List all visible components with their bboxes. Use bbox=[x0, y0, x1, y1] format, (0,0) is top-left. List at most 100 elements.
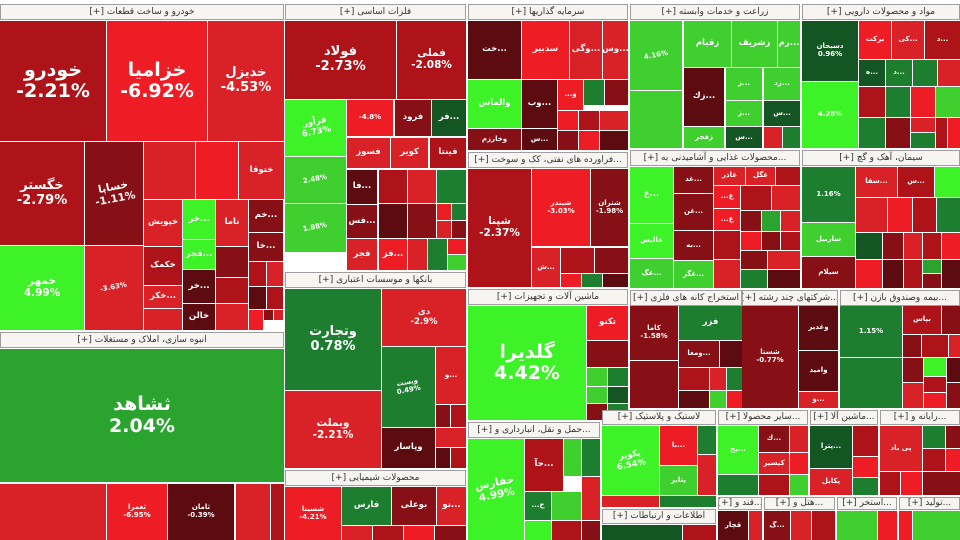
stock-tile[interactable] bbox=[741, 211, 761, 231]
stock-tile[interactable]: خديزل -4.53% bbox=[208, 21, 284, 141]
stock-tile[interactable] bbox=[781, 211, 800, 231]
stock-tile[interactable]: فینتا bbox=[430, 138, 466, 168]
sector-header-other-products[interactable]: ...سایر محصولا [+] bbox=[718, 410, 808, 425]
stock-tile[interactable] bbox=[451, 405, 466, 427]
stock-tile[interactable]: ...وس bbox=[603, 21, 628, 79]
stock-tile[interactable] bbox=[948, 118, 960, 148]
stock-tile[interactable] bbox=[679, 368, 709, 390]
stock-tile[interactable]: ...د bbox=[886, 60, 912, 86]
stock-tile[interactable]: ناما bbox=[216, 200, 248, 246]
stock-tile[interactable]: کویر bbox=[391, 138, 428, 168]
sector-header-insurance[interactable]: ...بیمه وصندوق بازن [+] bbox=[840, 290, 960, 306]
stock-tile[interactable] bbox=[264, 310, 273, 320]
stock-tile[interactable] bbox=[379, 170, 407, 203]
stock-tile[interactable] bbox=[791, 511, 811, 540]
stock-tile[interactable] bbox=[608, 387, 628, 403]
stock-tile[interactable]: خودرو -2.21% bbox=[0, 21, 106, 141]
stock-tile[interactable]: ...خا bbox=[249, 233, 283, 261]
stock-tile[interactable] bbox=[924, 377, 946, 392]
stock-tile[interactable]: ...س bbox=[764, 101, 800, 126]
stock-tile[interactable] bbox=[924, 393, 946, 408]
stock-tile[interactable] bbox=[404, 526, 434, 540]
stock-tile[interactable]: کاما -1.58% bbox=[630, 306, 678, 360]
stock-tile[interactable] bbox=[923, 233, 941, 259]
stock-tile[interactable] bbox=[144, 309, 182, 330]
stock-tile[interactable]: ...حآ bbox=[525, 439, 563, 491]
stock-tile[interactable] bbox=[949, 335, 960, 357]
stock-tile[interactable]: کیسیر bbox=[759, 453, 789, 474]
stock-tile[interactable] bbox=[196, 142, 238, 199]
stock-tile[interactable] bbox=[448, 255, 466, 270]
stock-tile[interactable] bbox=[856, 233, 882, 259]
stock-tile[interactable] bbox=[595, 248, 628, 273]
stock-tile[interactable] bbox=[451, 448, 466, 468]
stock-tile[interactable] bbox=[0, 484, 106, 540]
stock-tile[interactable]: ...ز bbox=[726, 68, 762, 100]
stock-tile[interactable]: ع... bbox=[714, 209, 740, 230]
stock-tile[interactable] bbox=[947, 358, 960, 382]
stock-tile[interactable]: ...نو bbox=[437, 487, 466, 525]
stock-tile[interactable] bbox=[911, 133, 935, 148]
stock-tile[interactable] bbox=[660, 496, 716, 507]
stock-tile[interactable] bbox=[428, 239, 447, 270]
stock-tile[interactable] bbox=[904, 260, 922, 288]
stock-tile[interactable]: ...خر bbox=[183, 270, 215, 303]
stock-tile[interactable]: شسینا -4.21% bbox=[285, 487, 341, 540]
stock-tile[interactable] bbox=[772, 186, 800, 210]
stock-tile[interactable] bbox=[781, 232, 800, 250]
stock-tile[interactable]: گلدیرا 4.42% bbox=[468, 306, 586, 420]
sector-header-telecom[interactable]: اطلاعات و ارتباطات [+] bbox=[602, 509, 716, 524]
stock-tile[interactable]: غگل bbox=[746, 167, 775, 185]
stock-tile[interactable]: زقیام bbox=[684, 21, 731, 67]
stock-tile[interactable] bbox=[144, 142, 195, 199]
sector-header-metal-mining[interactable]: استخراج کانه های فلزی [+] bbox=[630, 290, 742, 306]
stock-tile[interactable]: 1.88% bbox=[285, 204, 346, 252]
stock-tile[interactable] bbox=[903, 335, 921, 357]
stock-tile[interactable] bbox=[768, 270, 800, 288]
stock-tile[interactable] bbox=[587, 341, 628, 367]
stock-tile[interactable]: ثامان -0.39% bbox=[168, 484, 234, 540]
stock-tile[interactable]: ...خکر bbox=[144, 286, 182, 308]
stock-tile[interactable] bbox=[720, 341, 742, 367]
stock-tile[interactable]: ...وگی bbox=[570, 21, 602, 79]
stock-tile[interactable] bbox=[579, 111, 599, 130]
stock-tile[interactable] bbox=[853, 478, 878, 495]
stock-tile[interactable]: فرود bbox=[395, 100, 431, 136]
stock-tile[interactable] bbox=[878, 511, 897, 540]
stock-tile[interactable] bbox=[630, 91, 682, 148]
stock-tile[interactable] bbox=[582, 477, 600, 520]
stock-tile[interactable]: پتایر bbox=[660, 466, 697, 495]
stock-tile[interactable] bbox=[587, 387, 607, 403]
stock-tile[interactable] bbox=[880, 472, 900, 495]
stock-tile[interactable] bbox=[408, 170, 436, 203]
stock-tile[interactable]: فسوز bbox=[347, 138, 390, 168]
stock-tile[interactable] bbox=[903, 358, 923, 382]
stock-tile[interactable]: ...فا bbox=[347, 170, 377, 204]
stock-tile[interactable] bbox=[741, 251, 767, 269]
stock-tile[interactable]: ...زك bbox=[684, 68, 724, 126]
stock-tile[interactable] bbox=[603, 274, 628, 287]
stock-tile[interactable]: -4.8% bbox=[347, 100, 393, 136]
stock-tile[interactable] bbox=[812, 511, 835, 540]
stock-tile[interactable]: ...غد bbox=[674, 167, 713, 193]
stock-tile[interactable] bbox=[436, 448, 450, 468]
stock-tile[interactable]: والماس bbox=[468, 80, 521, 128]
stock-tile[interactable]: ...زد bbox=[764, 68, 800, 100]
stock-tile[interactable]: برکت bbox=[859, 21, 891, 59]
stock-tile[interactable]: پی باد bbox=[880, 426, 922, 471]
stock-tile[interactable]: غاذر bbox=[714, 167, 745, 185]
sector-header-sugar[interactable]: ...قند و [+] bbox=[718, 497, 762, 510]
stock-tile[interactable] bbox=[582, 274, 602, 287]
stock-tile[interactable] bbox=[558, 111, 578, 130]
stock-tile[interactable]: ...فجر bbox=[183, 240, 215, 269]
stock-tile[interactable]: ع... bbox=[714, 186, 740, 208]
stock-tile[interactable]: زفجر bbox=[684, 127, 724, 148]
sector-header-investment[interactable]: سرمایه گذاریها [+] bbox=[468, 4, 628, 20]
sector-header-production-other[interactable]: ...تولید [+] bbox=[899, 497, 960, 510]
stock-tile[interactable]: ...غن bbox=[674, 194, 713, 230]
stock-tile[interactable]: وپاسار bbox=[382, 428, 435, 468]
stock-tile[interactable]: پکابل bbox=[810, 469, 852, 495]
sector-header-computer[interactable]: ...رایانه و [+] bbox=[880, 410, 960, 425]
stock-tile[interactable] bbox=[899, 511, 912, 540]
sector-header-transport[interactable]: ...حمل و نقل، انبارداری و [+] bbox=[468, 422, 600, 438]
